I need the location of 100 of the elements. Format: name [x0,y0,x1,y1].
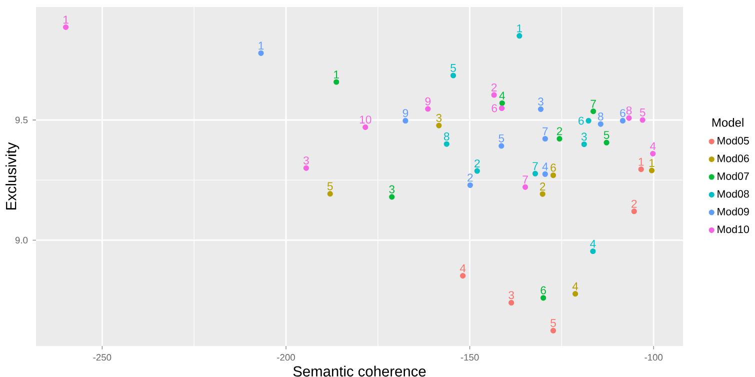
point [450,72,456,78]
point [631,208,637,214]
annotation: 3 [581,132,587,141]
point [491,92,497,98]
annotation: 2 [540,182,546,190]
legend-label: Mod08 [718,190,749,198]
y-tick-label: 9.5 [15,116,28,124]
annotation: 7 [590,100,596,108]
point [550,172,556,178]
point [542,171,548,177]
point [538,106,544,112]
annotation: 2 [468,174,473,182]
point [425,106,431,112]
point [638,166,644,172]
annotation: 1 [258,42,264,50]
annotation: 9 [425,97,430,106]
point [522,184,528,190]
point [389,194,395,200]
point [590,108,596,114]
annotation: 6 [492,104,498,112]
legend-label: Mod05 [718,136,749,144]
x-tick-label: -100 [644,354,663,361]
point [532,170,538,176]
legend-title: Model [712,118,744,127]
annotation: 5 [640,108,646,116]
point [556,136,562,142]
annotation: 5 [498,134,504,142]
annotation: 7 [532,162,538,170]
annotation: 5 [327,182,333,190]
point [542,136,548,142]
annotation: 2 [474,159,480,168]
annotation: 9 [402,109,408,118]
annotation: 8 [598,112,604,120]
point [499,100,505,106]
annotation: 8 [444,132,450,140]
annotation: 1 [649,159,654,167]
point [460,272,466,279]
x-axis-title: Semantic coherence [293,366,426,377]
annotation: 6 [620,109,626,118]
point [258,50,264,56]
annotation: 3 [508,291,514,300]
annotation: 5 [604,131,610,139]
legend-label: Mod09 [718,208,749,216]
point [467,182,473,188]
point [586,118,592,124]
annotation: 1 [638,158,644,166]
point [590,248,596,254]
annotation: 3 [303,156,309,164]
annotation: 6 [550,164,556,172]
point [303,165,310,171]
point [540,295,546,301]
point [498,143,504,149]
point [620,118,626,124]
point [436,122,442,128]
x-tick-label: -250 [93,354,112,361]
annotation: 6 [578,116,584,125]
annotation: 7 [542,127,548,136]
point [498,105,505,112]
point [581,141,587,148]
annotation: 3 [436,114,442,122]
point [334,79,340,85]
point [402,118,408,124]
point [550,328,556,334]
legend-label: Mod07 [718,172,749,180]
point [444,141,450,147]
point [640,117,646,123]
point [62,24,69,30]
annotation: 4 [590,240,596,248]
annotation: 4 [650,142,656,150]
point [508,300,514,306]
annotation: 2 [556,127,562,136]
point [626,115,632,121]
annotation: 1 [63,16,68,24]
annotation: 6 [540,286,546,294]
annotation: 4 [542,162,548,170]
annotation: 4 [460,264,466,272]
annotation: 8 [626,106,632,114]
annotation: 4 [572,282,578,290]
point [650,150,656,156]
annotation: 4 [499,92,505,100]
point [648,168,655,174]
y-tick-label: 9.0 [15,236,28,244]
annotation: 5 [450,64,456,72]
legend-label: Mod06 [718,154,749,162]
annotation: 5 [550,319,556,327]
point [516,33,522,39]
point [604,140,610,146]
point [540,191,546,197]
x-tick-label: -150 [460,354,479,361]
annotation: 3 [389,185,395,194]
point [362,124,368,130]
annotation: 7 [522,176,528,184]
point [327,190,333,197]
point [598,121,604,127]
x-tick-label: -200 [277,354,295,361]
annotation: 2 [632,200,637,208]
legend-label: Mod10 [718,225,749,234]
annotation: 1 [334,70,339,78]
y-axis-title: Exclusivity [6,142,20,210]
point [572,291,578,297]
